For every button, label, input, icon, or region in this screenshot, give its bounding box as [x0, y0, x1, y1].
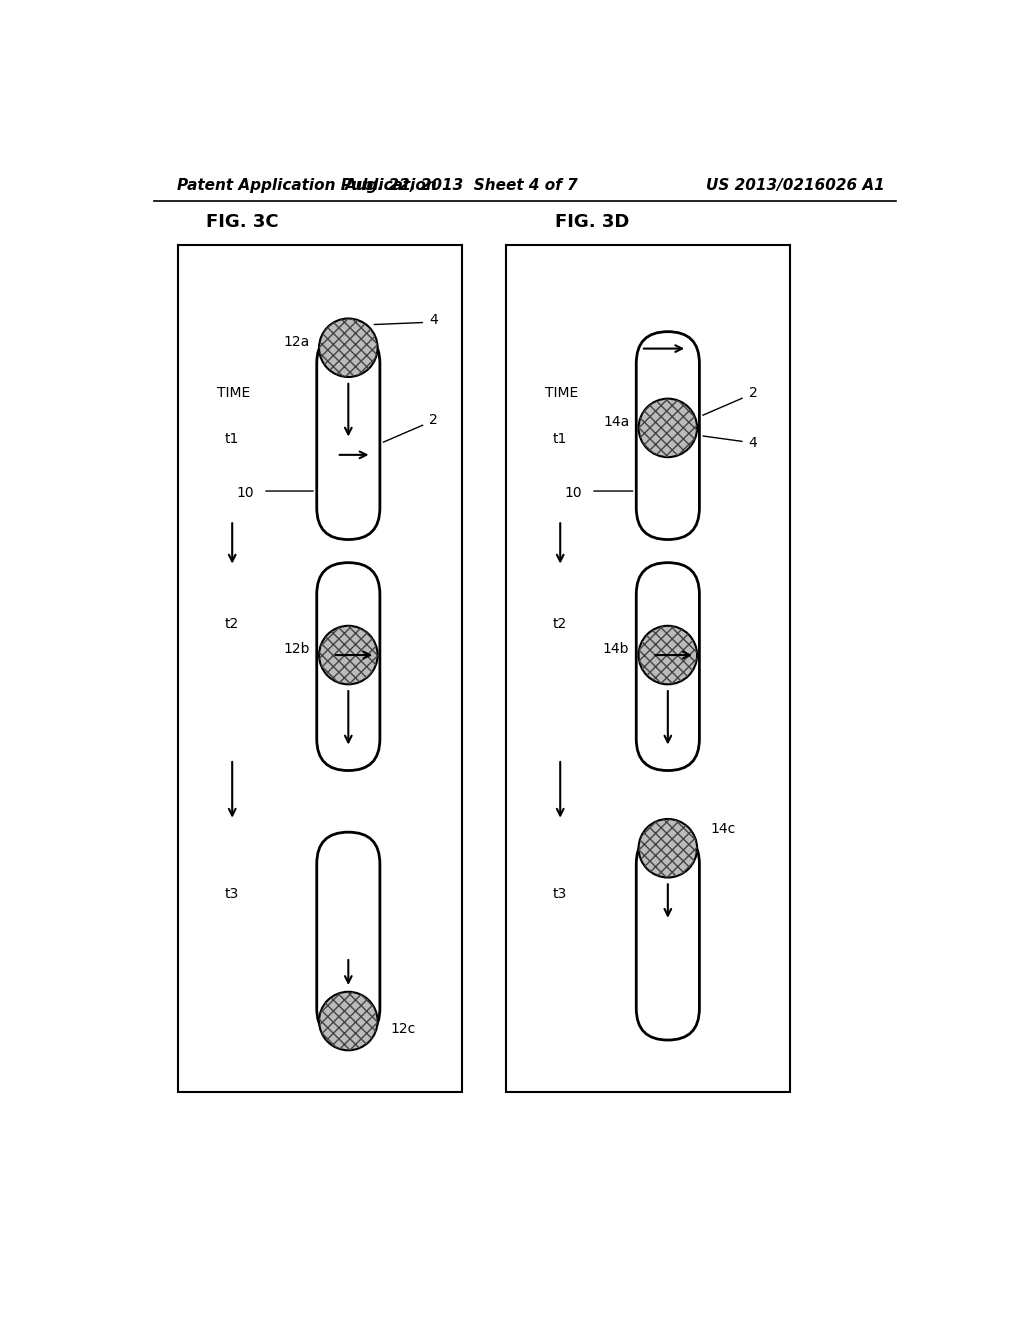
- FancyBboxPatch shape: [636, 331, 699, 540]
- Text: 12b: 12b: [284, 642, 310, 656]
- Text: 14a: 14a: [603, 414, 630, 429]
- Text: t3: t3: [553, 887, 566, 900]
- Text: US 2013/0216026 A1: US 2013/0216026 A1: [707, 178, 885, 193]
- FancyBboxPatch shape: [316, 562, 380, 771]
- Circle shape: [319, 991, 378, 1051]
- Text: 10: 10: [237, 486, 254, 500]
- Text: Patent Application Publication: Patent Application Publication: [177, 178, 436, 193]
- Text: 14c: 14c: [711, 822, 735, 836]
- Text: 4: 4: [749, 437, 758, 450]
- Text: 12a: 12a: [284, 334, 310, 348]
- Text: 10: 10: [564, 486, 582, 500]
- Bar: [506, 244, 790, 1092]
- FancyBboxPatch shape: [316, 832, 380, 1040]
- Text: t1: t1: [553, 433, 567, 446]
- Text: Aug. 22, 2013  Sheet 4 of 7: Aug. 22, 2013 Sheet 4 of 7: [345, 178, 579, 193]
- Circle shape: [639, 399, 697, 457]
- Circle shape: [319, 318, 378, 378]
- Circle shape: [639, 626, 697, 684]
- FancyBboxPatch shape: [316, 331, 380, 540]
- Text: FIG. 3D: FIG. 3D: [555, 213, 630, 231]
- Circle shape: [639, 818, 697, 878]
- FancyBboxPatch shape: [636, 562, 699, 771]
- Text: TIME: TIME: [217, 387, 250, 400]
- FancyBboxPatch shape: [636, 832, 699, 1040]
- Text: t2: t2: [224, 618, 239, 631]
- Text: 14b: 14b: [603, 642, 630, 656]
- Circle shape: [319, 626, 378, 684]
- Text: t1: t1: [224, 433, 239, 446]
- Bar: [178, 244, 462, 1092]
- Text: 12c: 12c: [391, 1022, 416, 1036]
- Text: t2: t2: [553, 618, 566, 631]
- Text: FIG. 3C: FIG. 3C: [206, 213, 279, 231]
- Text: 2: 2: [749, 387, 758, 400]
- Text: 4: 4: [429, 313, 438, 327]
- Text: TIME: TIME: [545, 387, 579, 400]
- Text: t3: t3: [224, 887, 239, 900]
- Text: 2: 2: [429, 413, 438, 428]
